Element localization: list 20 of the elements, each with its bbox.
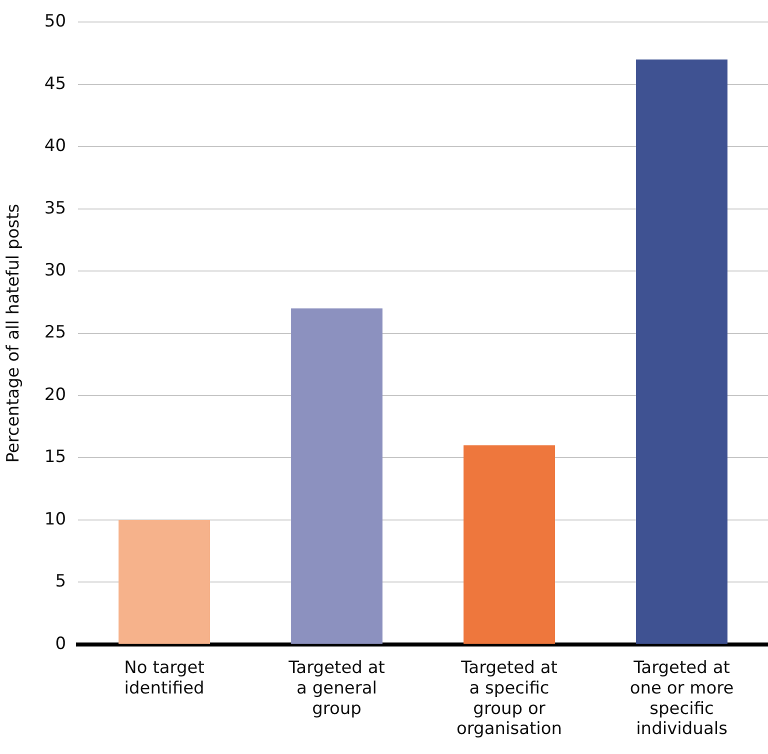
- y-tick-label: 25: [44, 322, 66, 343]
- y-tick-label: 35: [44, 198, 66, 218]
- bar: [464, 445, 555, 644]
- x-tick-label: Targeted at one or more specific individuals: [630, 658, 734, 740]
- y-axis-title: Percentage of all hateful posts: [4, 204, 24, 463]
- y-tick-label: 20: [44, 384, 66, 405]
- y-tick-label: 0: [55, 634, 66, 654]
- y-tick-label: 5: [55, 572, 66, 592]
- x-tick-label: No target identified: [124, 658, 205, 698]
- x-tick-label: Targeted at a specific group or organisation: [456, 658, 562, 740]
- x-tick-label: Targeted at a general group: [288, 658, 386, 719]
- bar: [291, 308, 382, 644]
- y-tick-label: 15: [44, 447, 66, 468]
- y-tick-label: 10: [44, 509, 66, 530]
- y-tick-label: 45: [44, 74, 66, 94]
- y-tick-label: 50: [44, 12, 66, 32]
- y-tick-label: 30: [44, 260, 66, 280]
- y-tick-label: 40: [44, 136, 66, 156]
- bar: [118, 520, 210, 644]
- bar: [636, 60, 728, 644]
